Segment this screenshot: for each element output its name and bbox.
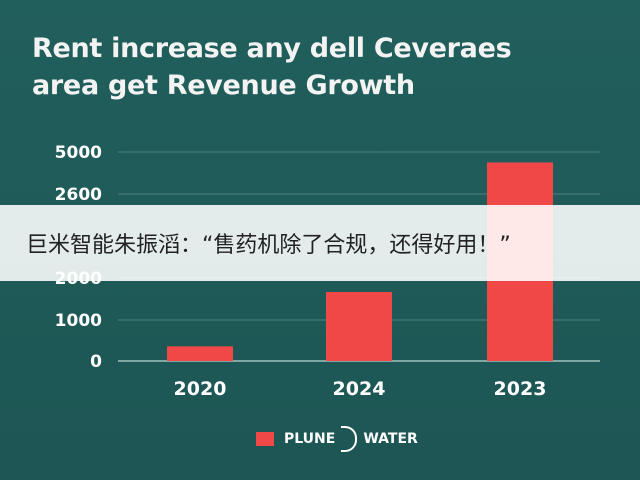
- legend-separator-icon: [341, 426, 358, 452]
- x-tick-label: 2020: [174, 378, 227, 400]
- legend-swatch: [256, 432, 274, 446]
- bar-2024: [326, 292, 392, 361]
- y-tick-label: 5000: [55, 143, 102, 163]
- y-tick-label: 1000: [55, 311, 102, 331]
- caption-banner: 巨米智能朱振滔：“售药机除了合规，还得好用！”: [0, 205, 640, 281]
- chart-title-line-1: Rent increase any dell Ceveraes: [32, 33, 512, 64]
- legend-label-water: WATER: [363, 431, 418, 447]
- chart-title: Rent increase any dell Ceveraes area get…: [32, 30, 622, 104]
- caption-banner-text: 巨米智能朱振滔：“售药机除了合规，还得好用！”: [26, 233, 511, 258]
- y-tick-label: 2600: [55, 185, 102, 205]
- chart-title-line-2: area get Revenue Growth: [32, 70, 415, 101]
- y-tick-label: 0: [90, 352, 102, 372]
- x-tick-label: 2023: [494, 378, 547, 400]
- legend-label-plune: PLUNE: [284, 431, 336, 447]
- legend: PLUNE WATER: [256, 426, 418, 452]
- x-tick-label: 2024: [333, 378, 386, 400]
- bar-2020: [167, 346, 233, 361]
